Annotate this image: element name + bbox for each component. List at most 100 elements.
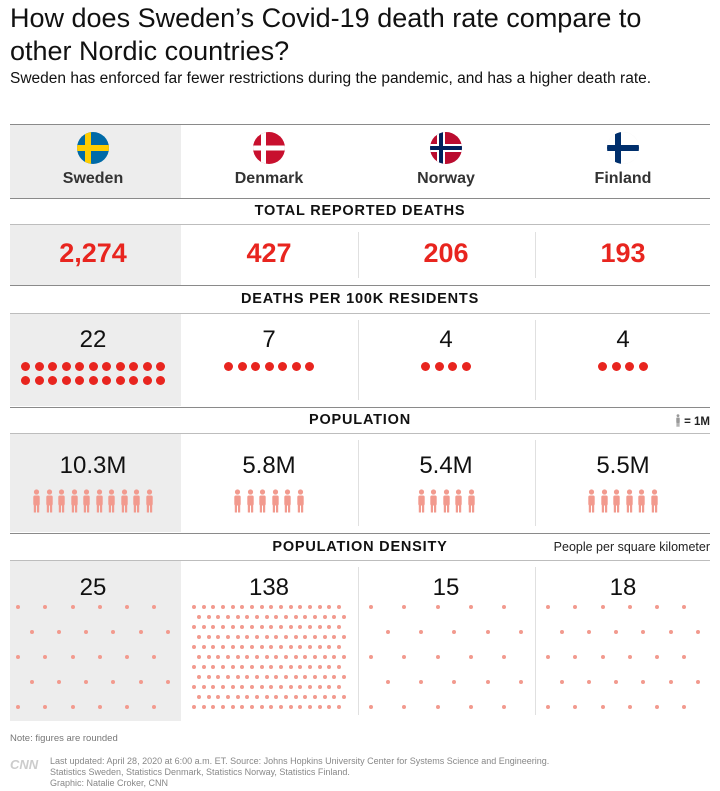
density-dot — [264, 655, 269, 659]
density-dot — [259, 705, 264, 709]
density-dot — [192, 645, 196, 649]
density-dot — [369, 655, 373, 659]
density-dot — [288, 645, 293, 649]
density-dot — [211, 685, 216, 689]
density-dot — [211, 665, 216, 669]
density-dot — [216, 695, 221, 699]
density-dot — [312, 635, 317, 639]
density-dot — [111, 680, 116, 684]
density-dot — [254, 615, 259, 619]
density-dot — [288, 685, 293, 689]
density-dot — [402, 655, 407, 659]
density-dot — [288, 665, 293, 669]
density-dot — [240, 645, 245, 649]
density-dot — [317, 605, 322, 609]
density-dot — [308, 625, 313, 629]
density-dot — [216, 675, 221, 679]
density-dot — [43, 655, 48, 659]
section-rule — [10, 407, 710, 408]
death-dot — [21, 376, 30, 385]
density-dot — [283, 675, 288, 679]
population-denmark: 5.8M — [242, 452, 296, 479]
density-dot — [269, 685, 274, 689]
density-dot — [627, 655, 632, 659]
density-dot — [312, 655, 317, 659]
density-dot — [138, 630, 143, 634]
person-icon — [600, 489, 609, 513]
density-dot — [201, 625, 206, 629]
density-dot — [250, 645, 255, 649]
section-rule — [10, 433, 710, 434]
density-dot — [435, 705, 440, 709]
denmark-flag-icon — [253, 132, 285, 164]
density-dot — [259, 665, 264, 669]
density-dot — [216, 655, 221, 659]
density-dot — [43, 605, 48, 609]
death-dot — [625, 362, 635, 371]
density-dot — [682, 605, 687, 609]
death-dot — [75, 362, 84, 371]
table-top-rule — [10, 124, 710, 125]
density-dot — [385, 630, 390, 634]
density-dot — [298, 625, 303, 629]
column-divider — [358, 320, 359, 400]
density-dot — [303, 655, 308, 659]
death-dot — [129, 362, 138, 371]
density-dot — [469, 705, 473, 709]
density-dot — [279, 665, 284, 669]
density-dot — [196, 615, 201, 619]
person-icon — [45, 489, 54, 513]
country-header-denmark: Denmark — [181, 124, 357, 198]
death-dot — [461, 362, 471, 371]
density-dot — [502, 605, 507, 609]
column-divider — [535, 232, 536, 278]
person-icon — [454, 489, 463, 513]
density-dot — [402, 605, 407, 609]
density-dot — [264, 635, 269, 639]
death-dot — [278, 362, 287, 371]
country-header-finland: Finland — [535, 124, 711, 198]
total-deaths-norway: 206 — [423, 238, 469, 268]
density-dot — [269, 705, 274, 709]
density-dot — [221, 665, 226, 669]
cnn-logo: CNN — [10, 757, 40, 772]
density-dot — [308, 645, 313, 649]
density-dot — [573, 655, 578, 659]
density-dot — [166, 630, 170, 634]
density-dot — [245, 675, 250, 679]
section-label-population: POPULATION — [309, 412, 411, 428]
death-dot — [75, 376, 84, 385]
person-icon — [637, 489, 646, 513]
column-divider — [358, 567, 359, 715]
death-dot — [61, 362, 71, 371]
density-dot — [293, 635, 298, 639]
density-dot — [586, 680, 591, 684]
death-dot — [61, 376, 71, 385]
density-dot — [97, 705, 102, 709]
death-dot — [115, 376, 125, 385]
death-dot — [88, 376, 98, 385]
density-dot — [696, 680, 700, 684]
density-dot — [288, 605, 293, 609]
density-dot — [206, 695, 211, 699]
credits-line: Graphic: Natalie Croker, CNN — [50, 778, 169, 788]
person-icon — [95, 489, 104, 513]
density-dot — [559, 630, 564, 634]
density-dot — [332, 615, 337, 619]
density-dot — [293, 675, 298, 679]
density-dot — [546, 705, 550, 709]
density-dot — [419, 630, 423, 634]
density-dot — [586, 630, 591, 634]
density-dot — [264, 675, 269, 679]
density-dot — [235, 655, 240, 659]
death-dot — [21, 362, 30, 371]
density-dot — [235, 675, 240, 679]
density-dot — [274, 695, 279, 699]
density-dot — [337, 685, 342, 689]
density-dot — [274, 615, 279, 619]
person-icon — [120, 489, 129, 513]
density-dot — [627, 605, 632, 609]
total-deaths-denmark: 427 — [246, 238, 292, 268]
person-icon — [32, 489, 41, 513]
density-dot — [303, 635, 308, 639]
